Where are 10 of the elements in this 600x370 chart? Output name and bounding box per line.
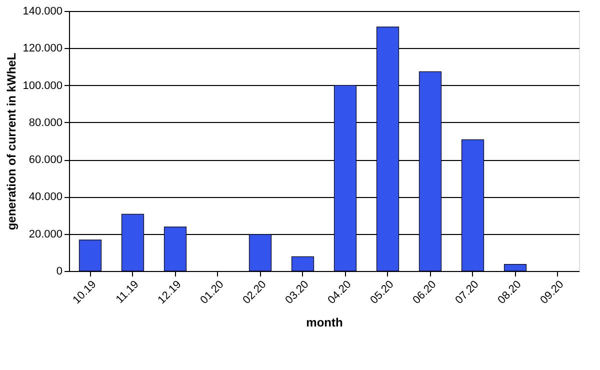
y-tick-label: 120.000 bbox=[22, 42, 62, 55]
y-tick-label: 60.000 bbox=[28, 154, 62, 166]
y-tick-label: 100.000 bbox=[22, 80, 62, 92]
y-tick-label: 20.000 bbox=[28, 228, 62, 240]
y-tick-label: 0 bbox=[56, 266, 62, 278]
y-tick-label: 140.000 bbox=[22, 6, 62, 18]
y-tick-label: 80.000 bbox=[28, 116, 62, 129]
x-axis-title: month bbox=[306, 316, 343, 330]
y-tick-label: 40.000 bbox=[28, 191, 62, 204]
y-axis-title: generation of current in kWheL bbox=[4, 52, 19, 230]
